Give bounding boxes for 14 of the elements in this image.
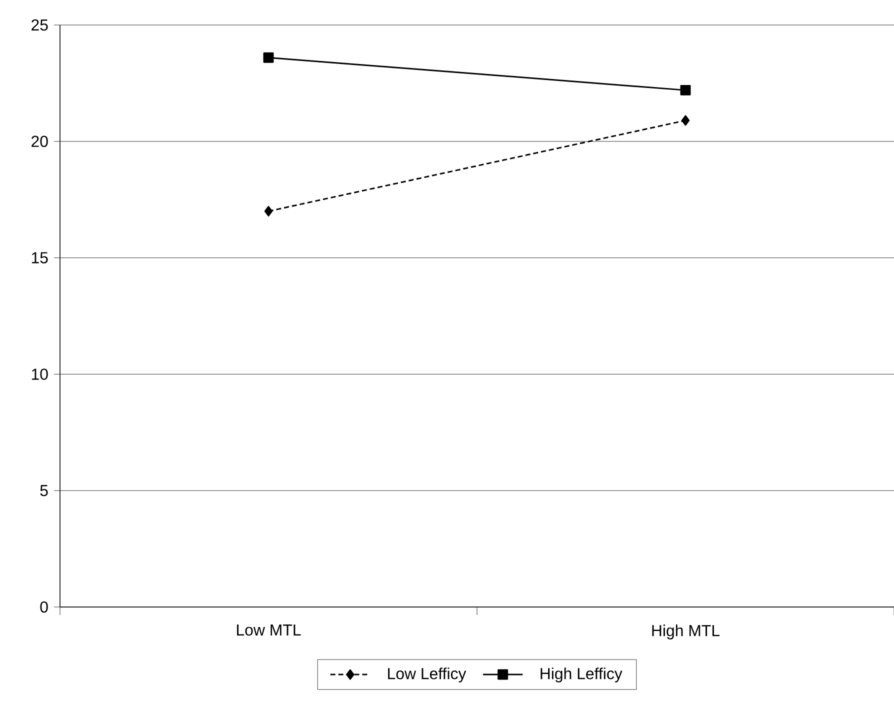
y-tick-label: 0 bbox=[40, 601, 48, 613]
x-tick-label: High MTL bbox=[652, 624, 720, 640]
y-tick-label: 25 bbox=[32, 19, 48, 31]
point bbox=[263, 52, 274, 63]
y-tick-label: 5 bbox=[40, 485, 48, 496]
y-tick-label: 20 bbox=[32, 136, 48, 148]
point bbox=[264, 206, 273, 216]
legend-label: Low Lefficy bbox=[388, 668, 466, 682]
x-tick-label: Low MTL bbox=[237, 624, 301, 636]
y-tick-label: 15 bbox=[32, 252, 48, 264]
point bbox=[680, 84, 691, 96]
point bbox=[681, 115, 690, 126]
y-tick-label: 10 bbox=[32, 368, 48, 380]
legend-label: High Lefficy bbox=[540, 668, 622, 682]
